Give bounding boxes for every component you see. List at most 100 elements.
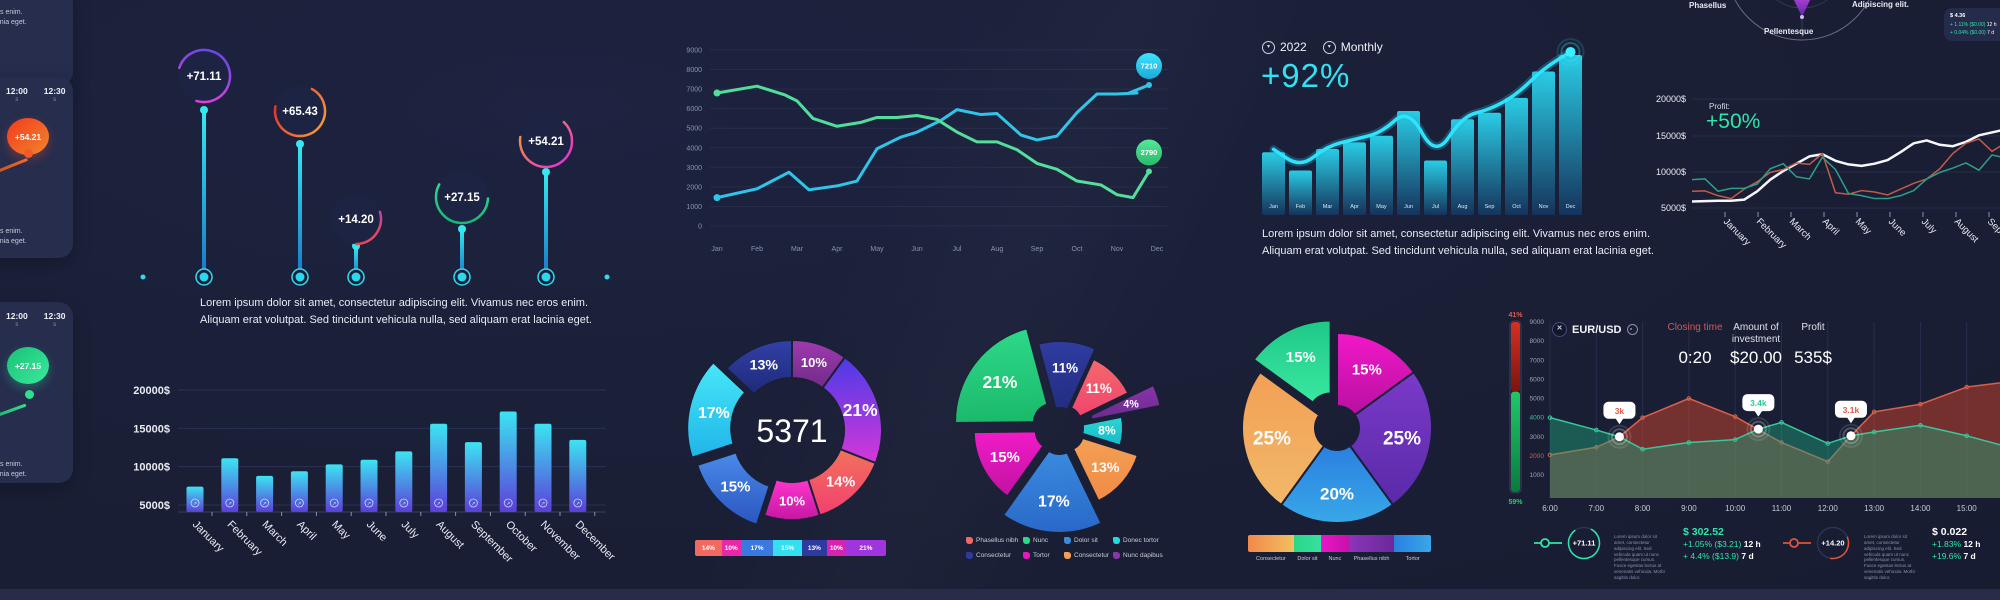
- year-dropdown[interactable]: ▾ 2022: [1262, 40, 1307, 54]
- legend-item[interactable]: Consectetur: [966, 548, 1023, 563]
- pie-slice[interactable]: [1080, 415, 1124, 447]
- axis-node-dot: [457, 272, 467, 282]
- bar[interactable]: [1343, 142, 1366, 215]
- stem-top-dot: [296, 140, 304, 148]
- legend-segment[interactable]: 10%: [721, 540, 741, 556]
- line-series: [715, 84, 1151, 200]
- marker-dot[interactable]: [1614, 432, 1624, 442]
- pie-slice[interactable]: [724, 338, 793, 396]
- x-axis-label: September: [1985, 216, 2000, 257]
- bar[interactable]: [1370, 135, 1393, 215]
- arrow-up-right-icon: ↗: [193, 501, 197, 507]
- bar[interactable]: [1451, 119, 1474, 215]
- pie-slice[interactable]: [1336, 331, 1416, 417]
- side-card-mid[interactable]: 12:00s 12:30s +54.21 Vivamus nec eros en…: [0, 77, 73, 258]
- corner-stat-card[interactable]: $ 4.36 + 1.11% ($0.00) 12 h + 0.04% ($0.…: [1944, 8, 2000, 41]
- marker-dot[interactable]: [1846, 431, 1856, 441]
- bar[interactable]: [1424, 160, 1447, 215]
- legend-segment[interactable]: [1293, 535, 1322, 552]
- bar[interactable]: [1397, 111, 1420, 215]
- pie-slice[interactable]: [1001, 449, 1103, 534]
- bar[interactable]: [464, 442, 482, 512]
- legend-segment[interactable]: [1321, 535, 1349, 552]
- y-axis-label: 2000: [1530, 453, 1545, 460]
- data-point: [1825, 459, 1831, 464]
- value-bubble[interactable]: [1136, 139, 1162, 166]
- bubble-value: 7210: [1141, 62, 1158, 71]
- legend-item[interactable]: Tortor: [1023, 548, 1064, 563]
- legend-segment[interactable]: 10%: [826, 540, 846, 556]
- value-circle[interactable]: [275, 86, 325, 136]
- end-glow-dot: [1565, 46, 1576, 57]
- data-point: [1594, 427, 1599, 433]
- value-circle[interactable]: [520, 115, 572, 167]
- legend-item[interactable]: Phasellus nibh: [966, 533, 1023, 548]
- side-card-top[interactable]: Vivamus nec eros enim. Aliquam erat laci…: [0, 0, 73, 86]
- bar[interactable]: [221, 458, 239, 512]
- legend-item[interactable]: Nunc: [1023, 533, 1064, 548]
- bar[interactable]: [1289, 170, 1312, 215]
- bar[interactable]: [325, 464, 343, 512]
- value-circle[interactable]: [178, 50, 230, 102]
- legend-segment[interactable]: 13%: [801, 540, 827, 556]
- value-circle[interactable]: [436, 171, 488, 223]
- bar[interactable]: [1532, 71, 1555, 215]
- data-point: [1594, 444, 1599, 450]
- bar[interactable]: [430, 423, 448, 512]
- bubble-value: +54.21: [14, 131, 42, 142]
- pie-slice[interactable]: [686, 360, 747, 459]
- chevron-down-icon: ▾: [1322, 40, 1336, 54]
- arrow-up-right-icon: ↗: [471, 501, 475, 507]
- value-circle[interactable]: [331, 194, 381, 244]
- bar[interactable]: [534, 423, 552, 512]
- pie-slice[interactable]: [1036, 340, 1097, 411]
- slice-label: 14%: [826, 475, 855, 491]
- bar[interactable]: [1316, 149, 1339, 215]
- legend-item[interactable]: Donec tortor: [1113, 533, 1175, 548]
- side-card-bottom[interactable]: 12:00s 12:30s +27.15 Vivamus nec eros en…: [0, 302, 73, 483]
- pie-slice[interactable]: [954, 327, 1049, 424]
- close-icon[interactable]: ✕: [1552, 322, 1567, 337]
- pie-slice[interactable]: [1241, 370, 1326, 507]
- x-axis-label: June: [364, 519, 389, 544]
- pie-slice[interactable]: [972, 430, 1045, 498]
- pie-slice[interactable]: [1279, 444, 1395, 524]
- legend-segment[interactable]: [1394, 535, 1431, 552]
- legend-segment[interactable]: 21%: [845, 540, 886, 556]
- time-unit: s: [53, 97, 57, 103]
- pie-slice[interactable]: [762, 478, 822, 521]
- pie-slice[interactable]: [1252, 319, 1332, 404]
- legend-item[interactable]: Consectetur: [1064, 548, 1113, 563]
- legend-segment[interactable]: [1348, 535, 1395, 552]
- pie-slice[interactable]: [695, 451, 771, 527]
- value-bubble[interactable]: [1136, 53, 1162, 80]
- target-icon[interactable]: [1626, 324, 1638, 335]
- bar[interactable]: [499, 411, 517, 512]
- bar[interactable]: [360, 459, 378, 512]
- legend-segment[interactable]: 15%: [773, 540, 802, 556]
- y-axis-label: 2000: [686, 184, 702, 191]
- pie-slice[interactable]: [1071, 436, 1140, 503]
- legend-segment[interactable]: 14%: [695, 540, 722, 556]
- bar[interactable]: [1262, 152, 1285, 215]
- pie-slice[interactable]: [1089, 383, 1162, 421]
- pie-slice[interactable]: [1069, 357, 1130, 418]
- legend-segment[interactable]: 17%: [740, 540, 774, 556]
- bar[interactable]: [395, 451, 413, 512]
- bar-label: Jun: [1404, 204, 1413, 210]
- value-label: +71.11: [187, 71, 222, 83]
- pie-slice[interactable]: [1348, 370, 1433, 507]
- footer-stat-value: $ 302.52: [1683, 526, 1724, 538]
- legend-item[interactable]: Nunc dapibus: [1113, 548, 1175, 563]
- marker-dot[interactable]: [1753, 424, 1763, 434]
- bar[interactable]: [1478, 112, 1501, 215]
- legend-item[interactable]: Dolor sit: [1064, 533, 1113, 548]
- bar[interactable]: [290, 471, 308, 512]
- footer-stat-row: +1.83% 12 h: [1932, 539, 1981, 550]
- period-dropdown[interactable]: ▾ Monthly: [1322, 40, 1383, 54]
- bar[interactable]: [1559, 54, 1582, 216]
- bar[interactable]: [1505, 97, 1528, 215]
- bar[interactable]: [569, 439, 587, 512]
- legend-label: Phasellus nibh: [976, 537, 1019, 544]
- legend-segment[interactable]: [1248, 535, 1294, 552]
